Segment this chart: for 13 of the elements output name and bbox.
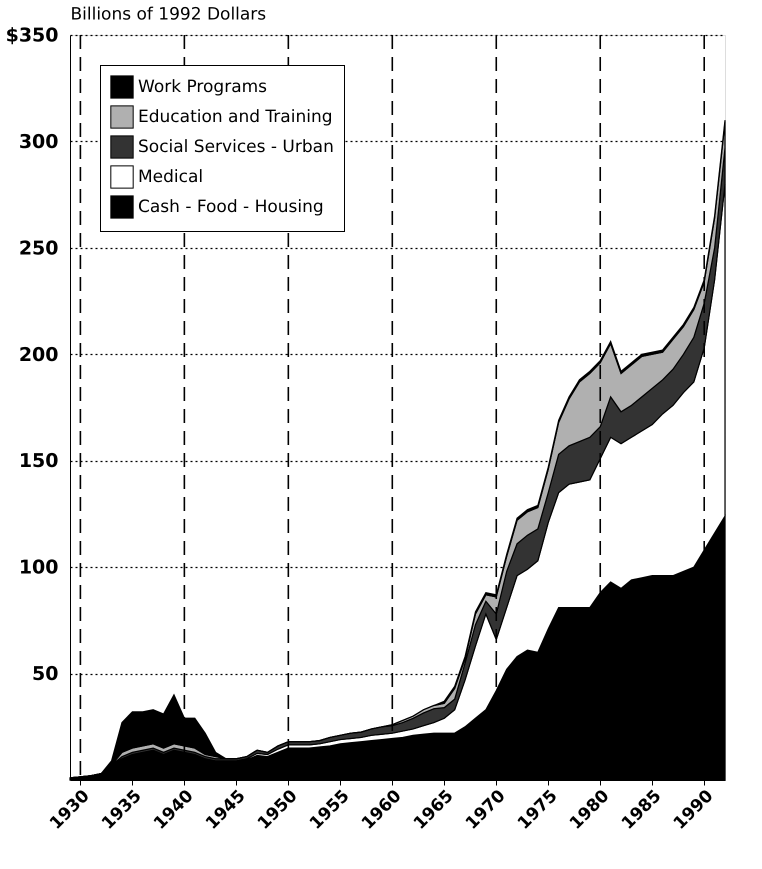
legend-label: Social Services - Urban	[138, 137, 334, 157]
y-tick-label: 150	[18, 450, 58, 472]
y-tick-label: 50	[32, 663, 58, 686]
y-tick-label: $350	[6, 24, 58, 46]
y-axis-title: Billions of 1992 Dollars	[70, 4, 266, 24]
legend-label: Education and Training	[138, 107, 333, 127]
legend-label: Cash - Food - Housing	[138, 197, 324, 217]
legend-label: Work Programs	[138, 77, 268, 97]
legend-label: Medical	[138, 167, 204, 187]
y-tick-label: 100	[18, 556, 58, 579]
y-tick-label: 200	[18, 344, 58, 366]
y-tick-label: 300	[18, 130, 58, 153]
y-tick-label: 250	[18, 237, 58, 260]
